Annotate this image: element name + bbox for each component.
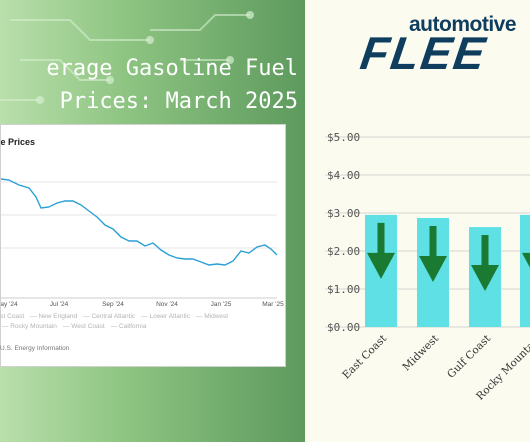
legend-item[interactable]: — Midwest (195, 313, 229, 320)
category-label: Midwest (400, 332, 441, 373)
logo-bottom-text: FLEE (357, 27, 491, 79)
category-label: East Coast (340, 332, 389, 381)
legend-item[interactable]: — st Coast (0, 313, 25, 320)
screenshot-month-label: Jul '24 (50, 301, 69, 308)
headline-line2: Prices: March 2025 (59, 89, 298, 114)
circuit-pattern (0, 11, 254, 104)
screenshot-month-label: ay '24 (1, 301, 18, 308)
legend-item[interactable]: — West Coast (62, 323, 105, 330)
price-line (1, 178, 278, 266)
legend-row2: — Rocky Mountain — West Coast — California (0, 322, 272, 332)
y-tick-label: $4.00 (327, 169, 360, 182)
legend-item[interactable]: — California (110, 323, 147, 330)
bar-chart: $0.00 $1.00 $2.00 $3.00 $4.00 $5.00 East Coast… (325, 131, 530, 403)
screenshot-month-label: Nov '24 (156, 301, 178, 308)
bar (520, 214, 530, 327)
y-tick-label: $2.00 (327, 245, 360, 258)
source-note: U.S. Energy Information (0, 345, 70, 352)
price-chart-screenshot: ay '24 Jul '24 Sep '24 Nov '24 Jan '25 Mar '2… (0, 124, 286, 367)
headline-line1: erage Gasoline Fuel (46, 56, 298, 81)
line-chart: ay '24 Jul '24 Sep '24 Nov '24 Jan '25 Mar '2… (1, 178, 284, 308)
y-tick-label: $0.00 (327, 321, 360, 334)
y-tick-label: $5.00 (327, 131, 360, 144)
category-label: Gulf Coast (445, 332, 494, 381)
legend-row1: — st Coast — New England — Central Atlanti… (0, 312, 272, 322)
y-tick-label: $1.00 (327, 283, 360, 296)
legend-item[interactable]: — Central Atlantic (83, 313, 136, 320)
legend-item[interactable]: — New England (30, 313, 78, 320)
headline: erage Gasoline Fuel Prices: March 2025 (0, 52, 298, 118)
down-arrow-icon (471, 235, 499, 292)
down-arrow-icon (367, 222, 395, 279)
logo-top-text: automotive (409, 13, 517, 36)
down-arrow-icon (522, 252, 530, 268)
screenshot-month-label: Sep '24 (102, 301, 124, 308)
legend-item[interactable]: — Lower Atlantic (141, 313, 190, 320)
legend-item[interactable]: — Rocky Mountain (2, 323, 57, 330)
screenshot-month-label: Jan '25 (211, 301, 232, 308)
down-arrow-icon (419, 225, 447, 282)
screenshot-legend: — st Coast — New England — Central Atlanti… (0, 312, 272, 332)
screenshot-title: ne Prices (0, 137, 36, 147)
screenshot-month-label: Mar '25 (262, 301, 284, 308)
y-tick-label: $3.00 (327, 207, 360, 220)
